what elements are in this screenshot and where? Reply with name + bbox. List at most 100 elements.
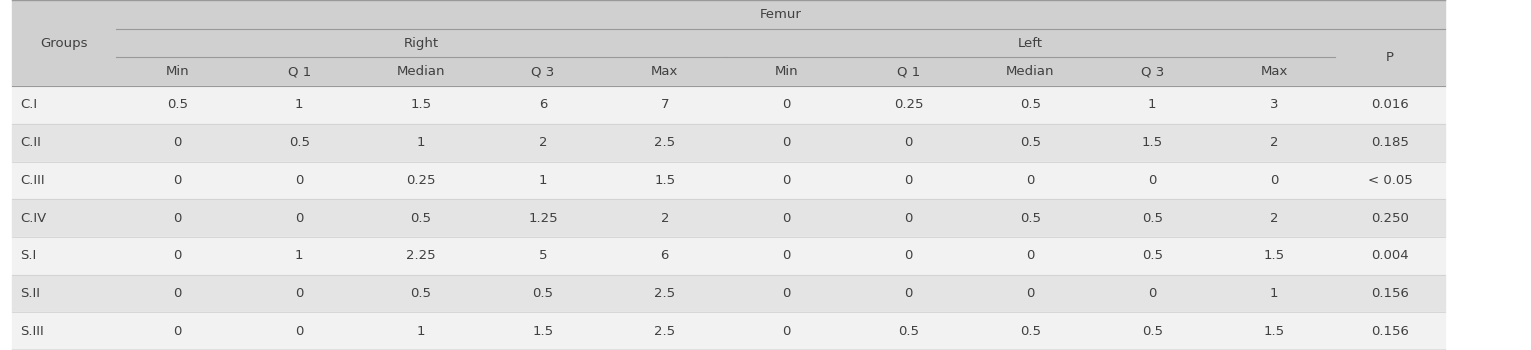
Text: 1: 1 — [416, 325, 426, 338]
Text: 0: 0 — [295, 287, 303, 300]
Text: 0: 0 — [173, 211, 182, 225]
Text: 0: 0 — [782, 325, 792, 338]
Text: 0: 0 — [173, 249, 182, 262]
Text: 1.5: 1.5 — [1263, 249, 1285, 262]
Text: 1: 1 — [1269, 287, 1278, 300]
Text: Median: Median — [1006, 65, 1055, 78]
Text: 0: 0 — [173, 136, 182, 149]
Text: 1.5: 1.5 — [1263, 325, 1285, 338]
Text: 0: 0 — [782, 211, 792, 225]
Text: 0.5: 0.5 — [1020, 136, 1041, 149]
Text: 5: 5 — [539, 249, 547, 262]
Text: 0.5: 0.5 — [410, 287, 432, 300]
Text: 0.5: 0.5 — [1142, 325, 1162, 338]
Text: 0.185: 0.185 — [1372, 136, 1409, 149]
Text: 0.5: 0.5 — [1020, 211, 1041, 225]
Text: 0: 0 — [905, 174, 912, 187]
Text: 0.156: 0.156 — [1372, 325, 1409, 338]
Polygon shape — [12, 124, 1445, 161]
Text: 1.5: 1.5 — [1142, 136, 1162, 149]
Polygon shape — [12, 199, 1445, 237]
Text: 2.5: 2.5 — [654, 325, 675, 338]
Text: Min: Min — [165, 65, 190, 78]
Text: 0: 0 — [905, 287, 912, 300]
Text: 0: 0 — [295, 211, 303, 225]
Polygon shape — [12, 0, 1445, 29]
Text: Right: Right — [404, 36, 438, 50]
Text: 0.250: 0.250 — [1372, 211, 1409, 225]
Text: 0: 0 — [782, 98, 792, 111]
Text: 0: 0 — [295, 325, 303, 338]
Text: 7: 7 — [660, 98, 669, 111]
Text: Q 3: Q 3 — [531, 65, 554, 78]
Text: 0.5: 0.5 — [1020, 325, 1041, 338]
Text: C.I: C.I — [20, 98, 37, 111]
Text: Median: Median — [397, 65, 446, 78]
Text: 0: 0 — [1269, 174, 1278, 187]
Text: Groups: Groups — [40, 36, 89, 50]
Text: 0: 0 — [173, 287, 182, 300]
Text: 0.5: 0.5 — [167, 98, 188, 111]
Text: 1: 1 — [1148, 98, 1156, 111]
Text: 1.5: 1.5 — [533, 325, 553, 338]
Text: 2: 2 — [1269, 211, 1278, 225]
Text: 2: 2 — [1269, 136, 1278, 149]
Text: Femur: Femur — [759, 8, 802, 21]
Text: C.II: C.II — [20, 136, 41, 149]
Text: 3: 3 — [1269, 98, 1278, 111]
Text: 0.004: 0.004 — [1372, 249, 1409, 262]
Text: Left: Left — [1018, 36, 1043, 50]
Text: C.IV: C.IV — [20, 211, 46, 225]
Text: 6: 6 — [539, 98, 547, 111]
Text: 1.5: 1.5 — [654, 174, 675, 187]
Text: 2: 2 — [660, 211, 669, 225]
Text: 0.5: 0.5 — [533, 287, 553, 300]
Text: 0.5: 0.5 — [1020, 98, 1041, 111]
Text: 0: 0 — [905, 249, 912, 262]
Text: 0: 0 — [295, 174, 303, 187]
Text: 0: 0 — [1148, 174, 1156, 187]
Text: Max: Max — [651, 65, 678, 78]
Text: 0: 0 — [905, 211, 912, 225]
Text: S.III: S.III — [20, 325, 44, 338]
Text: 1.25: 1.25 — [528, 211, 557, 225]
Text: 6: 6 — [660, 249, 669, 262]
Text: 1.5: 1.5 — [410, 98, 432, 111]
Text: 0: 0 — [173, 174, 182, 187]
Text: < 0.05: < 0.05 — [1367, 174, 1413, 187]
Text: Q 1: Q 1 — [897, 65, 920, 78]
Text: 2.25: 2.25 — [406, 249, 436, 262]
Text: S.II: S.II — [20, 287, 40, 300]
Text: 0: 0 — [1026, 174, 1035, 187]
Text: Min: Min — [775, 65, 799, 78]
Text: C.III: C.III — [20, 174, 44, 187]
Polygon shape — [12, 312, 1445, 350]
Text: 0: 0 — [1026, 287, 1035, 300]
Text: 1: 1 — [295, 249, 303, 262]
Text: 0: 0 — [1026, 249, 1035, 262]
Text: 0.25: 0.25 — [894, 98, 923, 111]
Text: 0: 0 — [782, 136, 792, 149]
Text: 0: 0 — [782, 287, 792, 300]
Polygon shape — [12, 237, 1445, 275]
Text: 0: 0 — [1148, 287, 1156, 300]
Text: 2: 2 — [539, 136, 547, 149]
Text: 0.156: 0.156 — [1372, 287, 1409, 300]
Text: Q 3: Q 3 — [1141, 65, 1164, 78]
Text: 1: 1 — [416, 136, 426, 149]
Text: 0: 0 — [905, 136, 912, 149]
Polygon shape — [12, 275, 1445, 312]
Text: 0: 0 — [782, 249, 792, 262]
Text: 0.5: 0.5 — [1142, 211, 1162, 225]
Polygon shape — [12, 161, 1445, 199]
Text: 0.5: 0.5 — [1142, 249, 1162, 262]
Text: 1: 1 — [295, 98, 303, 111]
Text: 2.5: 2.5 — [654, 136, 675, 149]
Text: 0.016: 0.016 — [1372, 98, 1409, 111]
Text: 0.5: 0.5 — [899, 325, 919, 338]
Text: Max: Max — [1260, 65, 1288, 78]
Polygon shape — [12, 57, 1445, 86]
Text: 0.5: 0.5 — [289, 136, 309, 149]
Text: 2.5: 2.5 — [654, 287, 675, 300]
Polygon shape — [12, 29, 1445, 57]
